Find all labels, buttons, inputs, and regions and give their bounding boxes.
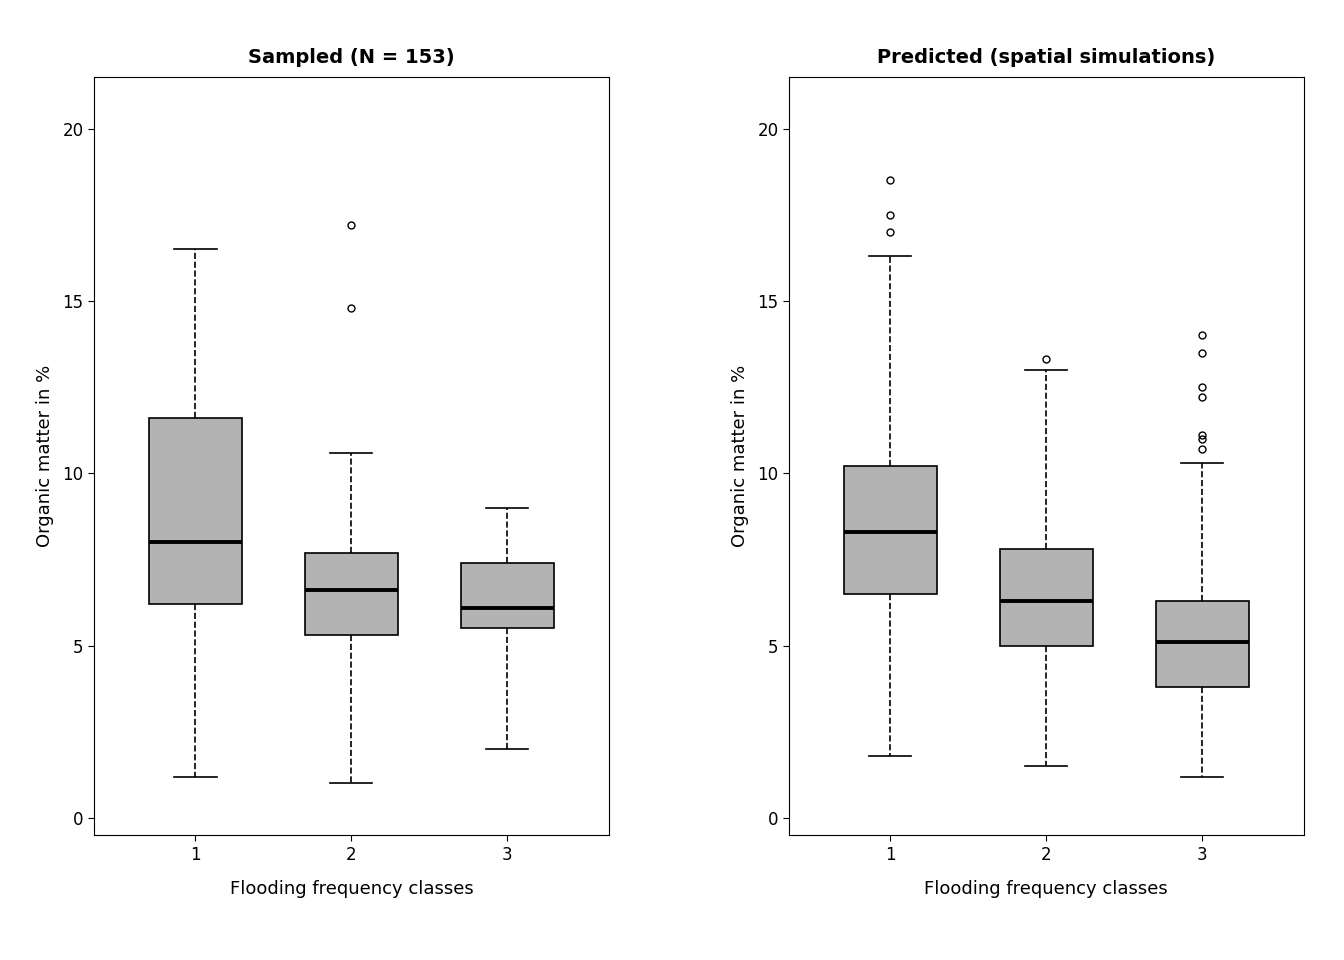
X-axis label: Flooding frequency classes: Flooding frequency classes [230,880,473,899]
Bar [1000,549,1093,645]
Bar [844,467,937,594]
Bar [461,563,554,629]
Bar [305,553,398,636]
Y-axis label: Organic matter in %: Organic matter in % [36,365,54,547]
Title: Sampled (N = 153): Sampled (N = 153) [249,48,454,67]
Title: Predicted (spatial simulations): Predicted (spatial simulations) [878,48,1215,67]
Bar [149,418,242,604]
Bar [1156,601,1249,687]
X-axis label: Flooding frequency classes: Flooding frequency classes [925,880,1168,899]
Y-axis label: Organic matter in %: Organic matter in % [731,365,749,547]
